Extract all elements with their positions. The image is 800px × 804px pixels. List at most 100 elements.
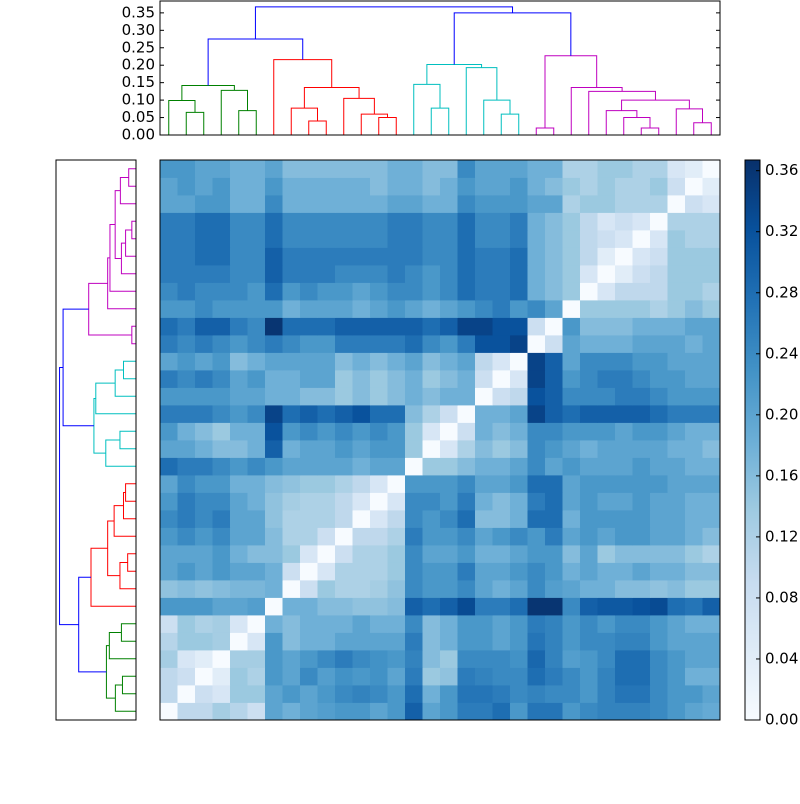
heatmap-cell [685,387,703,406]
heatmap-cell [457,335,476,353]
heatmap-cell [667,352,686,371]
heatmap-cell [685,230,703,248]
heatmap-cell [335,405,353,423]
heatmap-cell [667,475,686,493]
heatmap-cell [370,457,388,476]
heatmap-cell [195,265,213,283]
heatmap-cell [440,685,458,703]
heatmap-cell [160,177,178,196]
heatmap-cell [475,265,493,283]
heatmap-cell [562,527,581,546]
heatmap-cell [370,265,388,283]
heatmap-cell [457,195,476,213]
heatmap-cell [300,352,318,371]
colorbar: 0.00 0.04 0.08 0.12 0.16 0.20 0.24 0.28 0.32 0.36 [744,159,798,729]
heatmap-cell [195,230,213,248]
heatmap-cell [370,615,388,633]
heatmap-cell [457,615,476,633]
heatmap-cell [457,405,476,423]
heatmap-cell [580,195,598,213]
heatmap-cell [195,685,213,703]
heatmap-cell [317,457,336,476]
heatmap-cell [230,282,248,301]
heatmap-cell [440,405,458,423]
heatmap-cell [405,440,423,458]
heatmap-cell [352,580,371,598]
heatmap-cell [457,422,476,441]
heatmap-cell [440,370,458,388]
heatmap-cell [440,667,458,686]
colorbar-tick-label: 0.12 [765,527,798,545]
heatmap-cell [230,510,248,528]
heatmap-cell [422,230,441,248]
heatmap-cell [492,300,511,318]
heatmap-cell [580,492,598,511]
heatmap-cell [282,545,301,563]
heatmap-cell [247,527,266,546]
heatmap-cell [475,422,493,441]
heatmap-cell [597,230,616,248]
heatmap-cell [405,335,423,353]
heatmap-cell [545,352,563,371]
heatmap-cell [370,317,388,336]
heatmap-cell [510,440,528,458]
heatmap-cell [650,492,668,511]
y-tick-label: 0.15 [122,73,155,91]
dendrogram-link [185,111,205,135]
heatmap-cell [300,177,318,196]
heatmap-cell [440,615,458,633]
heatmap-cell [580,562,598,581]
dendrogram-link [303,87,360,109]
heatmap-cell [510,265,528,283]
heatmap-cell [545,580,563,598]
heatmap-cell [335,685,353,703]
heatmap-cell [527,230,546,248]
heatmap-cell [597,247,616,266]
heatmap-cell [475,282,493,301]
heatmap-cell [422,195,441,213]
heatmap-cell [615,195,633,213]
heatmap-cell [177,282,196,301]
heatmap-cell [562,370,581,388]
heatmap-cell [370,492,388,511]
heatmap-cell [387,352,406,371]
heatmap-cell [510,370,528,388]
heatmap-cell [492,510,511,528]
heatmap-cell [300,370,318,388]
heatmap-cell [230,632,248,651]
heatmap-cell [685,580,703,598]
heatmap-cell [422,457,441,476]
heatmap-cell [370,230,388,248]
heatmap-cell [177,510,196,528]
heatmap-cell [562,615,581,633]
heatmap-cell [702,702,721,721]
heatmap-cell [475,247,493,266]
heatmap-cell [597,580,616,598]
heatmap-cell [370,160,388,178]
heatmap-cell [475,685,493,703]
heatmap-cell [632,405,651,423]
heatmap-cell [300,562,318,581]
heatmap-cell [282,440,301,458]
heatmap-cell [597,405,616,423]
heatmap-cell [510,475,528,493]
heatmap-cell [160,300,178,318]
heatmap-cell [265,195,283,213]
dendrogram-link [105,439,136,467]
heatmap-cell [212,352,231,371]
heatmap-cell [335,282,353,301]
heatmap-cell [650,212,668,231]
heatmap-cell [702,615,721,633]
heatmap-cell [580,475,598,493]
heatmap-cell [545,405,563,423]
heatmap-cell [702,230,721,248]
heatmap-cell [387,632,406,651]
heatmap-cell [317,685,336,703]
heatmap-cell [545,475,563,493]
heatmap-cell [317,510,336,528]
heatmap-cell [405,247,423,266]
heatmap-cell [580,650,598,668]
heatmap-cell [230,457,248,476]
heatmap-cell [492,545,511,563]
heatmap-cell [212,230,231,248]
